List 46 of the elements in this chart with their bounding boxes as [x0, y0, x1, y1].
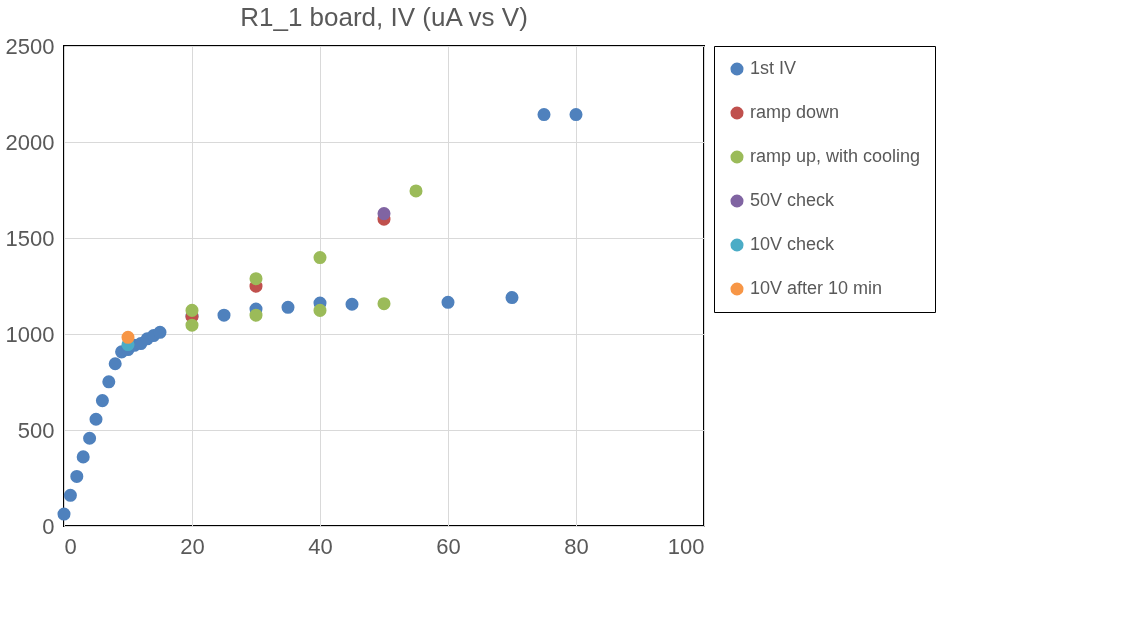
x-tick-label: 60	[436, 533, 461, 559]
point	[377, 297, 391, 311]
y-tick-label: 0	[42, 513, 55, 539]
point	[83, 431, 97, 445]
point	[76, 450, 90, 464]
x-tick-label: 40	[308, 533, 333, 559]
legend-label: 50V check	[750, 190, 836, 210]
point	[569, 108, 583, 122]
point	[89, 412, 103, 426]
point	[313, 251, 327, 265]
point	[153, 325, 167, 339]
legend-label: ramp up, with cooling	[750, 146, 921, 166]
point	[63, 488, 77, 502]
chart-title: R1_1 board, IV (uA vs V)	[240, 2, 528, 32]
y-tick-label: 500	[17, 417, 55, 443]
point	[185, 318, 199, 332]
x-tick-label: 80	[564, 533, 589, 559]
point	[409, 184, 423, 198]
point	[441, 295, 455, 309]
point	[217, 308, 231, 322]
legend-label: 10V after 10 min	[750, 278, 883, 298]
legend-label: ramp down	[750, 102, 840, 122]
point	[345, 297, 359, 311]
point	[185, 303, 199, 317]
point	[102, 375, 116, 389]
y-tick-label: 1000	[5, 321, 55, 347]
point	[70, 469, 84, 483]
y-tick-label: 1500	[5, 225, 55, 251]
point	[57, 507, 71, 521]
x-tick-label: 100	[667, 533, 705, 559]
y-tick-label: 2500	[5, 33, 55, 59]
point	[313, 303, 327, 317]
point	[249, 308, 263, 322]
point	[95, 394, 109, 408]
x-tick-label: 20	[180, 533, 205, 559]
y-tick-label: 2000	[5, 129, 55, 155]
point	[377, 207, 391, 221]
point	[537, 108, 551, 122]
point	[121, 330, 135, 344]
point	[281, 300, 295, 314]
point	[249, 272, 263, 286]
legend-label: 10V check	[750, 234, 836, 254]
point	[108, 357, 122, 371]
point	[505, 291, 519, 305]
x-tick-label: 0	[64, 533, 77, 559]
legend-label: 1st IV	[750, 58, 797, 78]
